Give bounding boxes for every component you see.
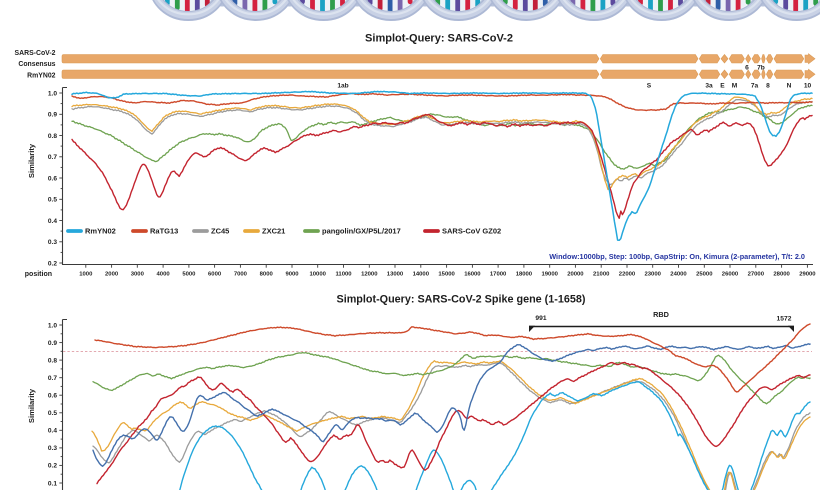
svg-text:0.2: 0.2 — [48, 463, 57, 470]
svg-text:0.7: 0.7 — [48, 375, 57, 382]
svg-text:M: M — [732, 83, 738, 90]
svg-text:17000: 17000 — [490, 272, 507, 278]
svg-text:0.5: 0.5 — [48, 197, 57, 204]
svg-text:19000: 19000 — [542, 272, 559, 278]
svg-text:0.7: 0.7 — [48, 154, 57, 161]
svg-text:Simplot-Query: SARS-CoV-2: Simplot-Query: SARS-CoV-2 — [365, 33, 513, 45]
svg-text:0.8: 0.8 — [48, 357, 57, 364]
svg-text:6: 6 — [745, 65, 749, 72]
svg-text:23000: 23000 — [645, 272, 662, 278]
svg-text:position: position — [25, 271, 52, 278]
svg-text:7000: 7000 — [234, 272, 248, 278]
svg-text:11000: 11000 — [335, 272, 352, 278]
svg-text:0.4: 0.4 — [48, 428, 57, 435]
svg-text:1ab: 1ab — [337, 83, 348, 90]
svg-text:28000: 28000 — [773, 272, 790, 278]
svg-text:18000: 18000 — [516, 272, 533, 278]
svg-text:Similarity: Similarity — [27, 143, 36, 178]
svg-text:10: 10 — [804, 83, 812, 90]
svg-text:RmYN02: RmYN02 — [85, 227, 116, 236]
svg-text:20000: 20000 — [567, 272, 584, 278]
svg-text:13000: 13000 — [387, 272, 404, 278]
svg-text:RBD: RBD — [653, 310, 669, 319]
svg-text:0.5: 0.5 — [48, 410, 57, 417]
svg-text:4000: 4000 — [157, 272, 171, 278]
svg-text:991: 991 — [535, 315, 546, 322]
svg-text:SARS-CoV GZ02: SARS-CoV GZ02 — [442, 227, 501, 236]
svg-text:SARS-CoV-2: SARS-CoV-2 — [15, 50, 56, 57]
svg-text:7a: 7a — [751, 83, 759, 90]
svg-text:3a: 3a — [705, 83, 713, 90]
svg-text:29000: 29000 — [799, 272, 816, 278]
svg-text:1.0: 1.0 — [48, 90, 57, 97]
svg-text:6000: 6000 — [208, 272, 222, 278]
svg-text:3000: 3000 — [131, 272, 145, 278]
svg-text:E: E — [720, 83, 725, 90]
svg-text:10000: 10000 — [310, 272, 327, 278]
svg-text:Simplot-Query: SARS-CoV-2 Spik: Simplot-Query: SARS-CoV-2 Spike gene (1-… — [337, 294, 586, 306]
svg-text:27000: 27000 — [748, 272, 765, 278]
svg-text:26000: 26000 — [722, 272, 739, 278]
svg-text:RaTG13: RaTG13 — [150, 227, 178, 236]
svg-text:0.8: 0.8 — [48, 133, 57, 140]
svg-text:21000: 21000 — [593, 272, 610, 278]
svg-text:Similarity: Similarity — [27, 388, 36, 423]
svg-text:24000: 24000 — [670, 272, 687, 278]
svg-text:RmYN02: RmYN02 — [27, 72, 56, 79]
svg-text:22000: 22000 — [619, 272, 636, 278]
svg-text:2000: 2000 — [105, 272, 119, 278]
svg-text:25000: 25000 — [696, 272, 713, 278]
svg-text:0.1: 0.1 — [48, 480, 57, 487]
svg-text:8: 8 — [766, 83, 770, 90]
svg-text:12000: 12000 — [361, 272, 378, 278]
svg-text:Window:1000bp, Step: 100bp, Ga: Window:1000bp, Step: 100bp, GapStrip: On… — [549, 252, 805, 261]
svg-text:1572: 1572 — [777, 316, 792, 323]
svg-text:1000: 1000 — [79, 272, 93, 278]
svg-text:14000: 14000 — [413, 272, 430, 278]
svg-text:pangolin/GX/P5L/2017: pangolin/GX/P5L/2017 — [322, 227, 401, 236]
svg-text:Consensus: Consensus — [18, 61, 55, 68]
svg-text:ZC45: ZC45 — [211, 227, 229, 236]
svg-text:5000: 5000 — [182, 272, 196, 278]
svg-text:0.2: 0.2 — [48, 260, 57, 267]
svg-text:16000: 16000 — [464, 272, 481, 278]
svg-text:7b: 7b — [757, 65, 765, 72]
svg-text:0.6: 0.6 — [48, 393, 57, 400]
svg-text:ZXC21: ZXC21 — [262, 227, 285, 236]
svg-text:S: S — [647, 83, 652, 90]
svg-text:15000: 15000 — [438, 272, 455, 278]
svg-text:N: N — [787, 83, 792, 90]
svg-text:0.3: 0.3 — [48, 239, 57, 246]
svg-text:0.3: 0.3 — [48, 445, 57, 452]
svg-text:0.4: 0.4 — [48, 218, 57, 225]
svg-text:9000: 9000 — [285, 272, 299, 278]
svg-text:0.6: 0.6 — [48, 175, 57, 182]
svg-text:0.9: 0.9 — [48, 340, 57, 347]
svg-text:0.9: 0.9 — [48, 112, 57, 119]
svg-text:8000: 8000 — [260, 272, 274, 278]
svg-text:1.0: 1.0 — [48, 322, 57, 329]
